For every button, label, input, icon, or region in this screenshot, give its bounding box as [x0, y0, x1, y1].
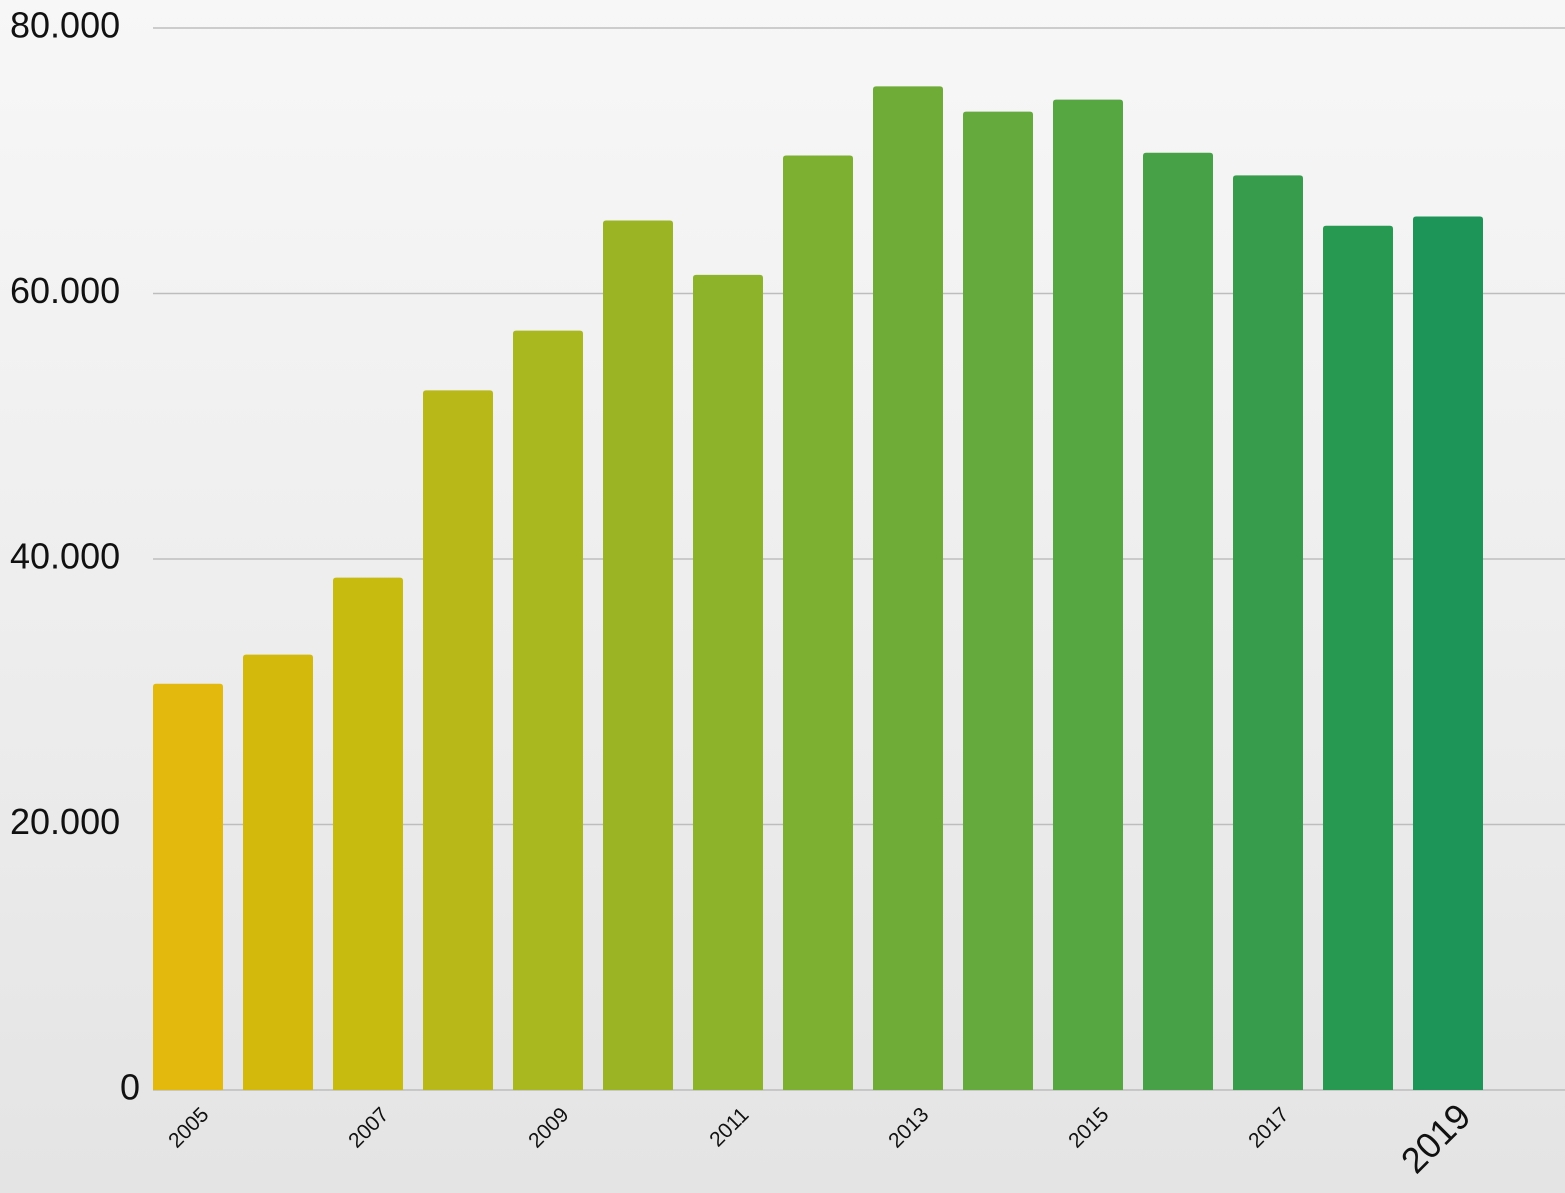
bar: [153, 683, 223, 1090]
bar: [243, 654, 313, 1090]
x-tick-label: 2015: [1064, 1103, 1113, 1152]
bar: [1233, 175, 1303, 1091]
bar: [1143, 152, 1213, 1090]
x-tick-label: 2007: [344, 1103, 393, 1152]
x-tick-label: 2017: [1244, 1103, 1293, 1152]
x-tick-label: 2013: [884, 1103, 933, 1152]
y-tick-label: 60.000: [10, 270, 120, 311]
bar: [693, 274, 763, 1090]
bar: [783, 155, 853, 1090]
bar: [333, 577, 403, 1090]
bar: [603, 220, 673, 1091]
x-tick-label: 2009: [524, 1103, 573, 1152]
bar: [873, 86, 943, 1090]
y-tick-label: 80.000: [10, 5, 120, 46]
x-tick-label: 2019: [1393, 1095, 1479, 1181]
y-tick-label: 20.000: [10, 801, 120, 842]
bar: [423, 390, 493, 1091]
x-tick-label: 2005: [164, 1103, 213, 1152]
bar: [1323, 225, 1393, 1091]
y-tick-label: 40.000: [10, 536, 120, 577]
y-tick-label: 0: [120, 1067, 140, 1108]
bar: [513, 330, 583, 1090]
bar: [1053, 99, 1123, 1090]
bar: [963, 111, 1033, 1090]
x-tick-label: 2011: [705, 1103, 753, 1151]
bar: [1413, 216, 1483, 1090]
